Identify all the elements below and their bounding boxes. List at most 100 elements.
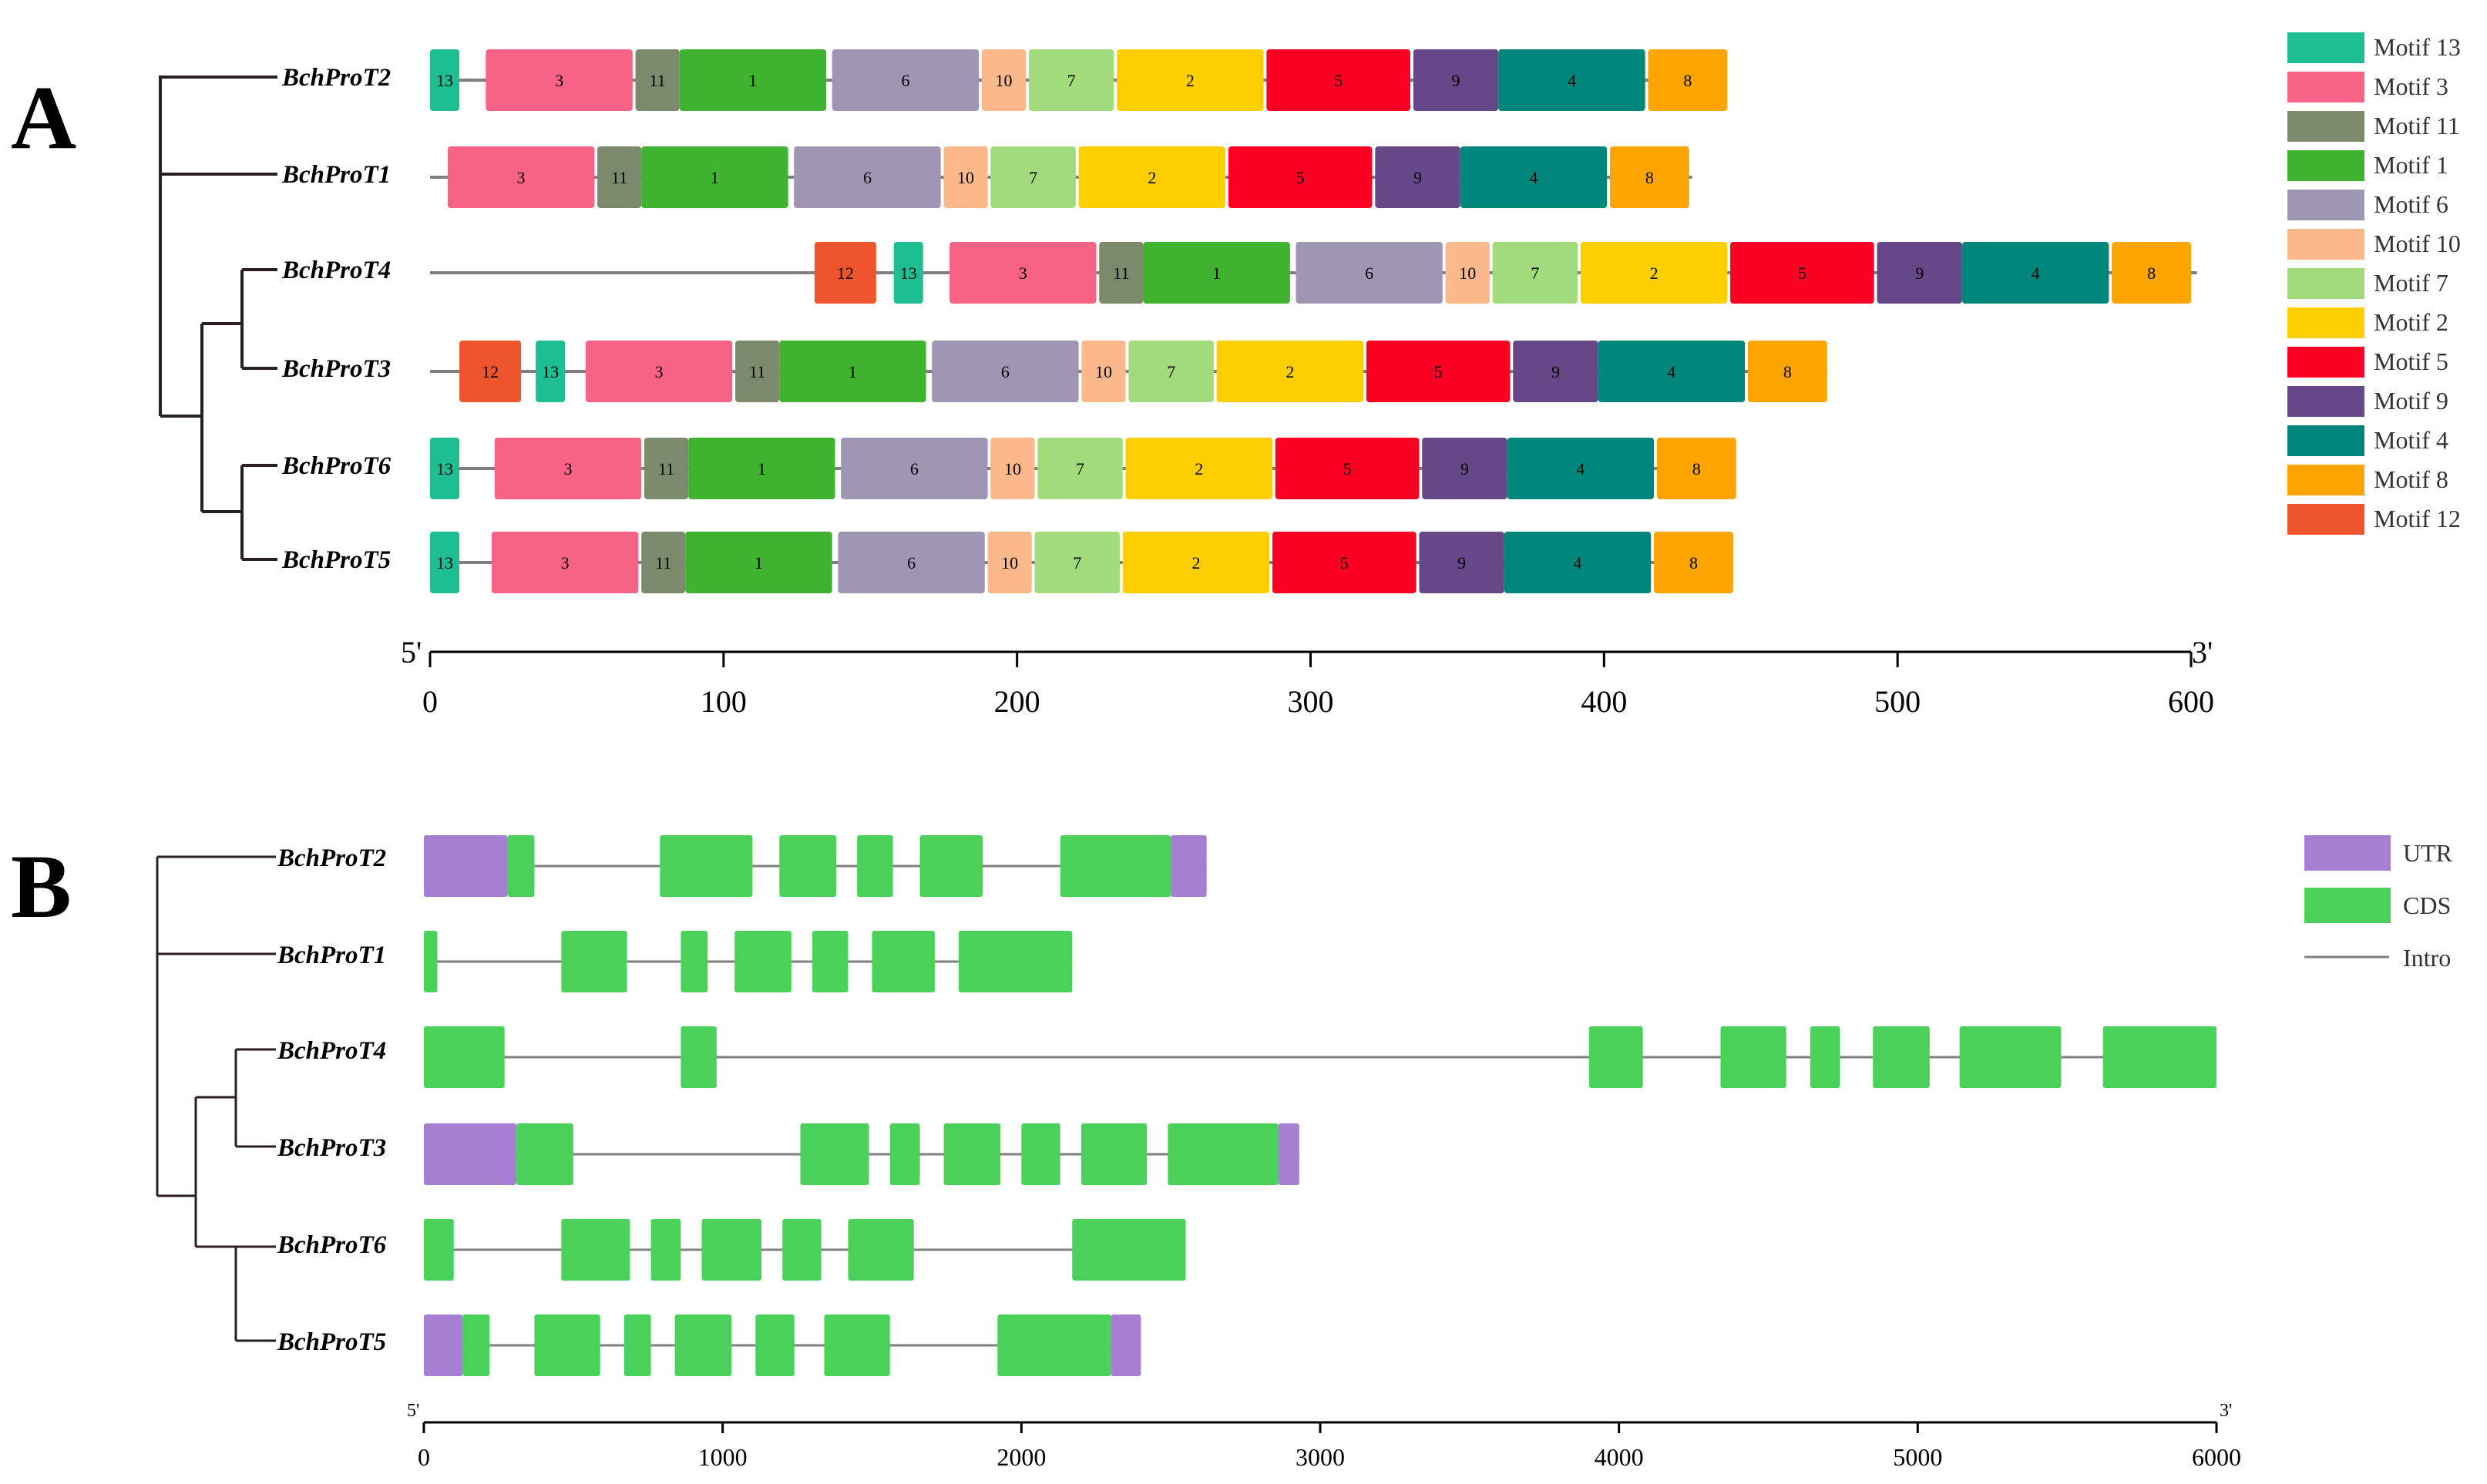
motif-track: 3 11 1 6 10 7 2 5 9 4 8 — [430, 146, 1692, 208]
legend-swatch — [2287, 465, 2364, 495]
motif-number: 7 — [1531, 264, 1539, 283]
cds-block — [958, 931, 1073, 992]
motif-box: 1 — [1143, 242, 1290, 304]
motif-box: 5 — [1228, 146, 1373, 208]
motif-number: 6 — [863, 168, 872, 187]
motif-number: 13 — [436, 553, 453, 572]
motif-box: 11 — [1099, 242, 1144, 304]
motif-box: 13 — [536, 341, 566, 402]
legend-item: Motif 3 — [2287, 72, 2448, 102]
legend-swatch — [2287, 32, 2364, 63]
motif-box: 9 — [1422, 438, 1507, 499]
motif-number: 9 — [1460, 459, 1469, 478]
motif-number: 6 — [910, 459, 919, 478]
gene-structure-track — [424, 1026, 2216, 1088]
motif-rect — [486, 49, 633, 111]
cds-block — [561, 1219, 630, 1281]
motif-box: 6 — [1296, 242, 1443, 304]
cds-block — [424, 931, 438, 992]
axis-a: 5' 3' 0 100 200 300 400 500 600 — [401, 635, 2214, 719]
legend-label: Motif 8 — [2374, 465, 2448, 493]
motif-number: 5 — [1434, 362, 1443, 381]
motif-rect — [1034, 532, 1120, 593]
motif-number: 8 — [1689, 553, 1698, 572]
cds-block — [997, 1314, 1111, 1376]
motif-number: 3 — [655, 362, 664, 381]
axis-b-tick-label: 2000 — [996, 1443, 1046, 1471]
motif-box: 2 — [1117, 49, 1264, 111]
motif-rect — [2112, 242, 2191, 304]
legend-label: Motif 5 — [2374, 347, 2448, 375]
cds-block — [782, 1219, 822, 1281]
utr-block — [424, 835, 508, 897]
axis-a-tick-label: 400 — [1581, 684, 1627, 719]
motif-rect — [1099, 242, 1144, 304]
legend-swatch — [2287, 190, 2364, 220]
panel-a-letter: A — [11, 67, 76, 168]
legend-item: CDS — [2304, 888, 2451, 923]
axis-b: 5' 3' 0 1000 2000 3000 4000 5000 6000 — [407, 1401, 2241, 1471]
motif-rect — [491, 532, 639, 593]
legend-swatch — [2287, 111, 2364, 142]
motif-rect — [1877, 242, 1962, 304]
gene-label: BchProT3 — [281, 355, 391, 383]
motif-box: 1 — [685, 532, 832, 593]
motif-rect — [1037, 438, 1123, 499]
motif-box: 1 — [679, 49, 827, 111]
motif-rect — [1117, 49, 1264, 111]
motif-rect — [430, 438, 460, 499]
motif-rect — [779, 341, 926, 402]
cds-block — [1168, 1123, 1279, 1185]
motif-box: 9 — [1413, 49, 1499, 111]
panel-b-letter: B — [11, 836, 72, 937]
legend-item: UTR — [2304, 835, 2453, 871]
legend-item: Motif 5 — [2287, 347, 2448, 378]
motif-number: 5 — [1334, 71, 1343, 90]
motif-box: 3 — [486, 49, 633, 111]
motif-rect — [990, 438, 1035, 499]
axis-b-tick-label: 6000 — [2192, 1443, 2241, 1471]
motif-box: 13 — [430, 49, 460, 111]
gene-label: BchProT4 — [277, 1037, 386, 1065]
gene-structure-track — [424, 1123, 1299, 1185]
motif-number: 4 — [1529, 168, 1538, 187]
cds-block — [779, 835, 836, 897]
cds-block — [516, 1123, 573, 1185]
legend-label: Motif 12 — [2374, 505, 2461, 532]
motif-rect — [635, 49, 680, 111]
motif-number: 13 — [436, 459, 453, 478]
motif-number: 2 — [1650, 264, 1659, 283]
motif-box: 13 — [430, 532, 460, 593]
cds-block — [1873, 1026, 1930, 1088]
legend-label: Motif 2 — [2374, 308, 2448, 336]
axis-a-tick-label: 300 — [1288, 684, 1334, 719]
motif-rect — [688, 438, 835, 499]
legend-item: Motif 10 — [2287, 229, 2461, 260]
motif-box: 6 — [841, 438, 988, 499]
motif-box: 13 — [430, 438, 460, 499]
cds-block — [650, 1219, 681, 1281]
motif-box: 7 — [1034, 532, 1120, 593]
motif-box: 1 — [641, 146, 788, 208]
motif-box: 4 — [1504, 532, 1652, 593]
motif-rect — [1492, 242, 1578, 304]
cds-block — [701, 1219, 762, 1281]
motif-number: 7 — [1073, 553, 1081, 572]
legend-item: Motif 1 — [2287, 150, 2448, 181]
motif-rect — [1504, 532, 1652, 593]
cds-block — [424, 1026, 505, 1088]
motif-rect — [1128, 341, 1214, 402]
legend-label: Motif 3 — [2374, 72, 2448, 100]
motif-box: 3 — [447, 146, 595, 208]
motif-box: 2 — [1216, 341, 1364, 402]
legend-label: Motif 6 — [2374, 190, 2448, 218]
motif-box: 3 — [491, 532, 639, 593]
cds-block — [812, 931, 849, 992]
motif-number: 4 — [2032, 264, 2040, 283]
gene-label: BchProT1 — [277, 942, 386, 969]
motif-number: 8 — [1683, 71, 1692, 90]
motif-rect — [832, 49, 980, 111]
gene-labels-b: BchProT2 BchProT1 BchProT4 BchProT3 BchP… — [277, 844, 387, 1356]
cds-block — [1959, 1026, 2062, 1088]
motif-rect — [1598, 341, 1746, 402]
